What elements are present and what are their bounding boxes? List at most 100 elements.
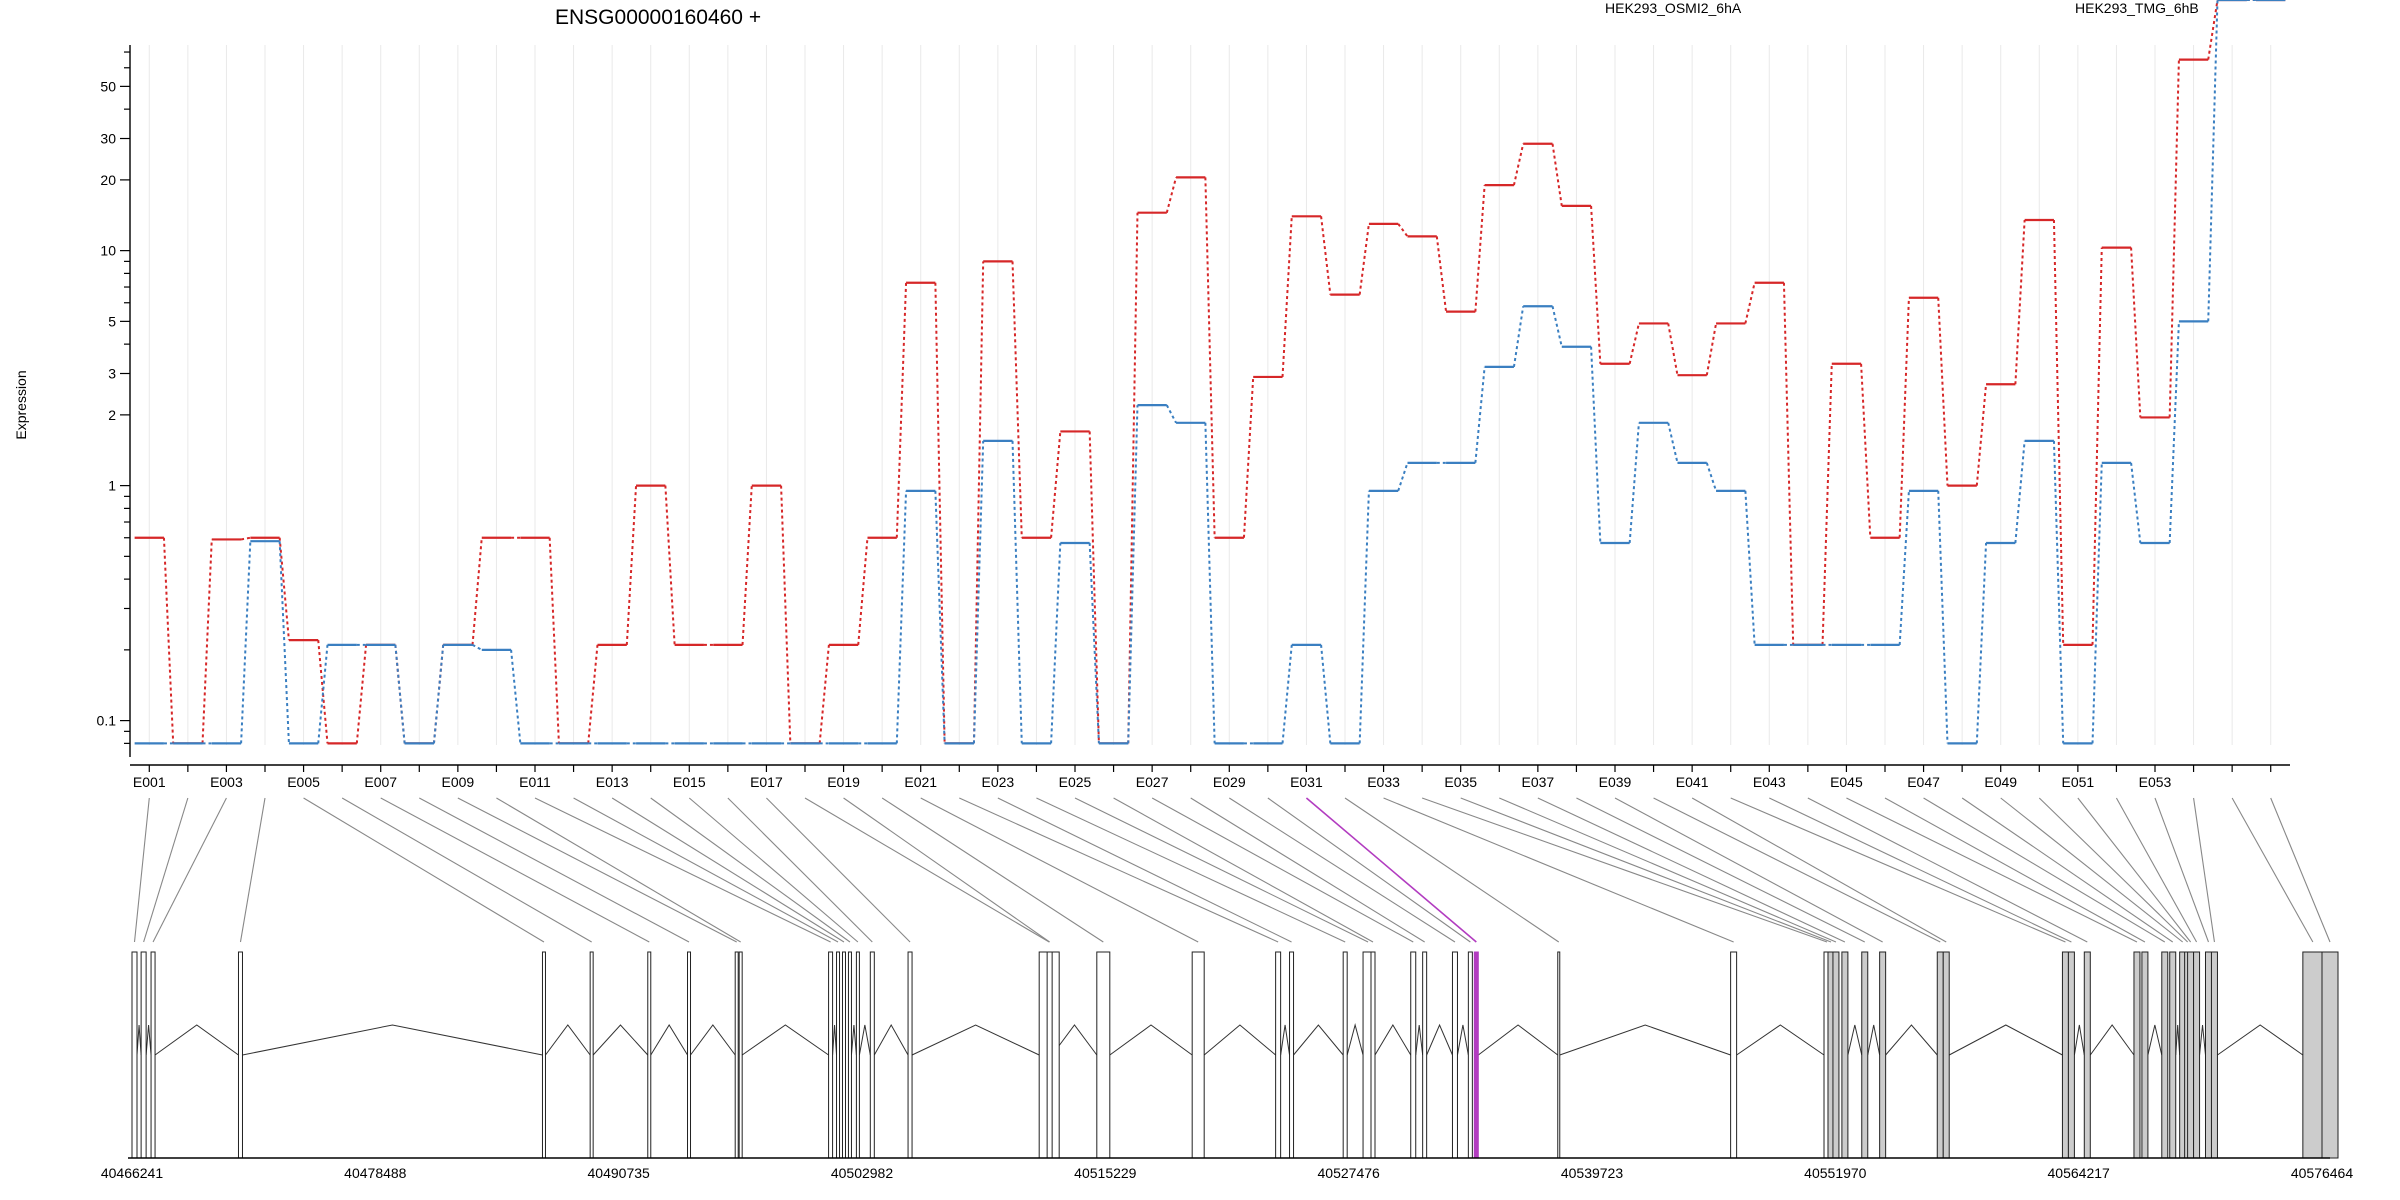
y-tick-label: 30 bbox=[100, 131, 116, 147]
exon-connector bbox=[2038, 797, 2189, 943]
exon-connector bbox=[1267, 797, 1471, 943]
intron bbox=[2217, 1024, 2304, 1056]
intron bbox=[545, 1024, 591, 1056]
intron bbox=[1280, 1024, 1291, 1056]
exon-box bbox=[140, 951, 147, 1159]
exon-box bbox=[855, 951, 860, 1159]
exon-connector bbox=[1691, 797, 1947, 943]
legend-entry-tmg: HEK293_TMG_6hB bbox=[2075, 0, 2199, 16]
exon-connector bbox=[534, 797, 831, 943]
x-tick-label: E031 bbox=[1290, 774, 1323, 790]
series-connector bbox=[1050, 431, 1062, 538]
exon-box bbox=[687, 951, 692, 1159]
series-connector bbox=[895, 490, 908, 744]
exon-box bbox=[1289, 951, 1295, 1159]
series-connector bbox=[1281, 644, 1293, 744]
series-connector bbox=[2052, 219, 2065, 645]
series-connector bbox=[1011, 440, 1023, 744]
exon-box bbox=[2321, 951, 2339, 1159]
series-connector bbox=[664, 485, 676, 645]
exon-connector bbox=[457, 797, 737, 943]
intron bbox=[873, 1023, 909, 1056]
exon-box bbox=[1451, 951, 1458, 1159]
series-connector bbox=[201, 539, 213, 744]
x-tick-label: E001 bbox=[133, 774, 166, 790]
series-connector bbox=[1204, 177, 1216, 538]
intron bbox=[1456, 1024, 1469, 1056]
exon-connector bbox=[688, 797, 859, 943]
exon-connector-layer bbox=[133, 797, 2331, 943]
series-connector bbox=[1551, 143, 1563, 207]
genomic-tick-label: 40502982 bbox=[831, 1165, 894, 1181]
x-tick-label: E029 bbox=[1213, 774, 1246, 790]
y-tick-label: 5 bbox=[108, 313, 116, 329]
series-connector bbox=[1050, 542, 1062, 744]
exon-box bbox=[1942, 951, 1950, 1159]
series-connector bbox=[355, 644, 368, 744]
x-tick-label: E025 bbox=[1059, 774, 1092, 790]
exon-connector bbox=[2154, 797, 2210, 943]
intron bbox=[592, 1024, 649, 1056]
exon-connector bbox=[1151, 797, 1414, 943]
x-tick-label: E023 bbox=[982, 774, 1015, 790]
series-connector bbox=[587, 644, 599, 744]
exon-connector bbox=[1228, 797, 1456, 943]
series-connector bbox=[1937, 297, 1949, 486]
x-tick-label: E015 bbox=[673, 774, 706, 790]
series-connector bbox=[1281, 216, 1293, 378]
series-connector bbox=[625, 485, 638, 645]
series-connector bbox=[1898, 297, 1910, 538]
exon-box bbox=[2161, 951, 2169, 1159]
series-connector bbox=[1320, 216, 1332, 295]
axis-layer: 0.1 1 2 3 5 10 20 30 50 E001 E003 E005 E007 E009 E011 E… bbox=[97, 45, 2290, 790]
intron bbox=[1736, 1024, 1825, 1056]
x-tick-label: E043 bbox=[1753, 774, 1786, 790]
y-tick-label: 1 bbox=[108, 478, 116, 494]
intron bbox=[2175, 1024, 2181, 1056]
intron bbox=[650, 1024, 688, 1056]
series-connector bbox=[1165, 177, 1178, 213]
series-connector bbox=[1397, 223, 1409, 237]
series-connector bbox=[1512, 143, 1525, 186]
x-tick-label: E021 bbox=[904, 774, 937, 790]
exon-connector bbox=[2231, 797, 2314, 943]
intron bbox=[690, 1024, 736, 1056]
y-tick-label: 0.1 bbox=[97, 713, 117, 729]
exon-connector bbox=[1305, 797, 1477, 943]
intron bbox=[136, 1024, 142, 1056]
series-connector bbox=[548, 537, 560, 744]
exon-box bbox=[2067, 951, 2075, 1159]
exon-connector bbox=[1653, 797, 1941, 943]
exon-box bbox=[647, 951, 652, 1159]
intron bbox=[1203, 1024, 1276, 1056]
exon-box bbox=[2302, 951, 2324, 1159]
exon-box bbox=[2210, 951, 2218, 1159]
series-connector bbox=[278, 541, 290, 744]
intron bbox=[1847, 1024, 1863, 1056]
exon-connector bbox=[1769, 797, 2072, 943]
x-tick-label: E027 bbox=[1136, 774, 1169, 790]
exon-box bbox=[1046, 951, 1053, 1159]
genomic-tick-label: 40576464 bbox=[2291, 1165, 2354, 1181]
intron bbox=[2147, 1024, 2163, 1056]
exon-connector bbox=[997, 797, 1292, 943]
x-tick-label: E019 bbox=[827, 774, 860, 790]
exon-connector bbox=[2270, 797, 2331, 943]
series-connector bbox=[1590, 346, 1602, 544]
exon-connector bbox=[1074, 797, 1369, 943]
exon-connector bbox=[143, 797, 189, 943]
exon-box bbox=[1467, 951, 1473, 1159]
series-connector bbox=[1937, 490, 1949, 744]
x-tick-label: E041 bbox=[1676, 774, 1709, 790]
intron bbox=[1948, 1024, 2063, 1056]
exon-box bbox=[589, 951, 594, 1159]
exon-connector bbox=[650, 797, 851, 943]
y-tick-label: 3 bbox=[108, 365, 116, 381]
exon-connector bbox=[611, 797, 845, 943]
y-tick-label: 50 bbox=[100, 78, 116, 94]
series-connector bbox=[934, 282, 946, 744]
exon-box bbox=[2141, 951, 2149, 1159]
exon-connector bbox=[2193, 797, 2215, 943]
series-connector bbox=[2130, 462, 2142, 544]
series-connector bbox=[1860, 363, 1872, 538]
